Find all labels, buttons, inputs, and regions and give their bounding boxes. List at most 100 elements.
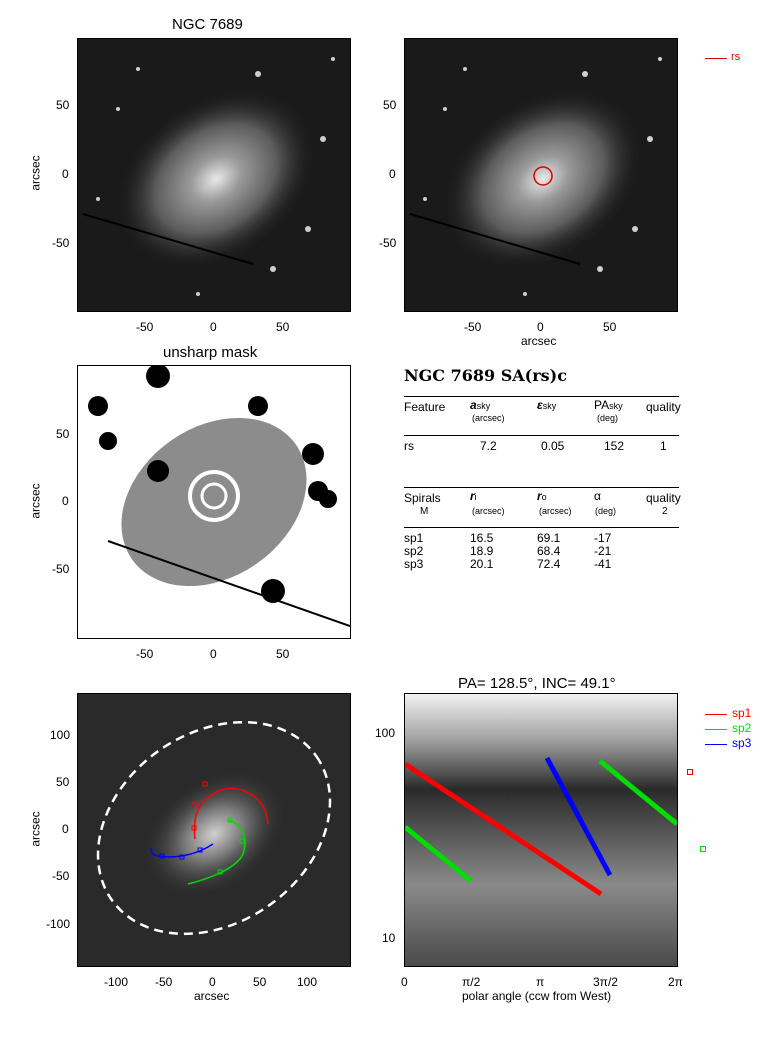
panel3-xtick: 50 [276, 647, 290, 661]
feature-e: 0.05 [541, 439, 565, 453]
panel6-title: PA= 128.5°, INC= 49.1° [458, 675, 616, 692]
polar-unwrap-image [405, 694, 677, 966]
divider [404, 396, 679, 397]
rs-legend-line [705, 58, 727, 59]
panel2-ytick: -50 [379, 236, 397, 250]
sp1-legend-line [705, 714, 727, 715]
panel6-xtick: 2π [668, 975, 683, 989]
panel3-ytick: 50 [56, 427, 70, 441]
panel2-ytick: 0 [389, 167, 396, 181]
divider [404, 527, 679, 528]
sp1-legend-label: sp1 [732, 706, 752, 720]
panel6-xtick: 3π/2 [593, 975, 618, 989]
panel3-ytick: -50 [52, 562, 70, 576]
panel1-title: NGC 7689 [172, 16, 243, 33]
col-a-unit: (arcsec) [472, 413, 505, 423]
col-e-sky: εsky [537, 398, 557, 412]
sp2-point-marker [700, 846, 706, 852]
sp3-fit-line [544, 756, 613, 877]
sp2-legend-line [705, 729, 727, 730]
panel1-ytick: 0 [62, 167, 69, 181]
outer-ellipse [96, 720, 332, 936]
col-spirals: Spirals [404, 491, 441, 505]
panel3-xtick: -50 [136, 647, 154, 661]
col-feature: Feature [404, 400, 446, 414]
panel2-xtick: 50 [603, 320, 617, 334]
spiral-ro: 69.1 [537, 531, 561, 545]
panel2-xtick: 0 [537, 320, 544, 334]
panel3-xtick: 0 [210, 647, 217, 661]
panel1-ylabel: arcsec [28, 155, 43, 191]
spiral-alpha: -17 [594, 531, 612, 545]
col-a-sky: asky [470, 398, 491, 412]
col-pa-unit: (deg) [597, 413, 619, 423]
panel5-xtick: -50 [155, 975, 173, 989]
col-quality: quality [646, 400, 681, 414]
panel5-xtick: -100 [104, 975, 129, 989]
col-ro: ro [537, 489, 547, 503]
spiral-name: sp1 [404, 531, 424, 545]
feature-pa: 152 [604, 439, 625, 453]
panel5-ylabel: arcsec [28, 811, 43, 847]
spiral-ro: 68.4 [537, 544, 561, 558]
galaxy-image [82, 57, 335, 296]
col-spirals-m: M [420, 506, 429, 517]
panel5-xlabel: arcsec [194, 989, 230, 1003]
col-quality2: quality [646, 491, 681, 505]
panel1-ytick: 50 [56, 98, 70, 112]
spiral-name: sp3 [404, 557, 424, 571]
panel2-ytick: 50 [383, 98, 397, 112]
col-ri-unit: (arcsec) [472, 506, 505, 516]
spiral-name: sp2 [404, 544, 424, 558]
spiral-ri: 16.5 [470, 531, 494, 545]
sp2-fit-line-b [598, 759, 677, 826]
panel6-ytick: 100 [375, 726, 396, 740]
panel6-xtick: π [536, 975, 545, 989]
divider [404, 435, 679, 436]
panel3-ylabel: arcsec [28, 483, 43, 519]
panel5-ytick: -50 [52, 869, 70, 883]
panel6-xtick: 0 [401, 975, 408, 989]
galaxy-image-rs-panel [404, 38, 678, 312]
spiral-overlay-panel [77, 693, 351, 967]
sp2-legend-label: sp2 [732, 721, 752, 735]
panel3-title: unsharp mask [163, 344, 258, 361]
panel5-xtick: 100 [297, 975, 318, 989]
spiral-ro: 72.4 [537, 557, 561, 571]
rs-ring-marker [533, 166, 553, 186]
sp3-trace [149, 843, 214, 858]
spiral-ri: 20.1 [470, 557, 494, 571]
panel6-xlabel: polar angle (ccw from West) [462, 989, 612, 1003]
sp3-legend-line [705, 744, 727, 745]
feature-a: 7.2 [480, 439, 497, 453]
col-quality2-value: 2 [662, 506, 668, 517]
panel6-ytick: 10 [382, 931, 396, 945]
col-alpha-unit: (deg) [595, 506, 617, 516]
rs-legend-label: rs [731, 51, 741, 63]
panel5-ytick: 0 [62, 822, 69, 836]
sp2-fit-line-a [405, 825, 473, 883]
panel5-xtick: 0 [209, 975, 216, 989]
spiral-alpha: -21 [594, 544, 612, 558]
panel2-xtick: -50 [464, 320, 482, 334]
panel5-ytick: -100 [46, 917, 71, 931]
col-ro-unit: (arcsec) [539, 506, 572, 516]
galaxy-image-rs [409, 57, 662, 296]
panel6-xtick: π/2 [462, 975, 481, 989]
panel2-xlabel: arcsec [521, 334, 557, 348]
panel1-ytick: -50 [52, 236, 70, 250]
feature-quality: 1 [660, 439, 667, 453]
table-heading: NGC 7689 SA(rs)c [404, 366, 567, 385]
galaxy-image-panel [77, 38, 351, 312]
parameter-table: NGC 7689 SA(rs)c Feature asky (arcsec) ε… [404, 366, 684, 576]
panel5-ytick: 50 [56, 775, 70, 789]
panel1-xtick: 50 [276, 320, 290, 334]
spiral-ri: 18.9 [470, 544, 494, 558]
panel5-xtick: 50 [253, 975, 267, 989]
sp1-fit-line [405, 761, 603, 897]
sp1-trace [193, 787, 269, 840]
panel5-ytick: 100 [50, 728, 71, 742]
sp2-trace [187, 819, 246, 885]
panel1-xtick: -50 [136, 320, 154, 334]
col-alpha: α [594, 489, 601, 503]
